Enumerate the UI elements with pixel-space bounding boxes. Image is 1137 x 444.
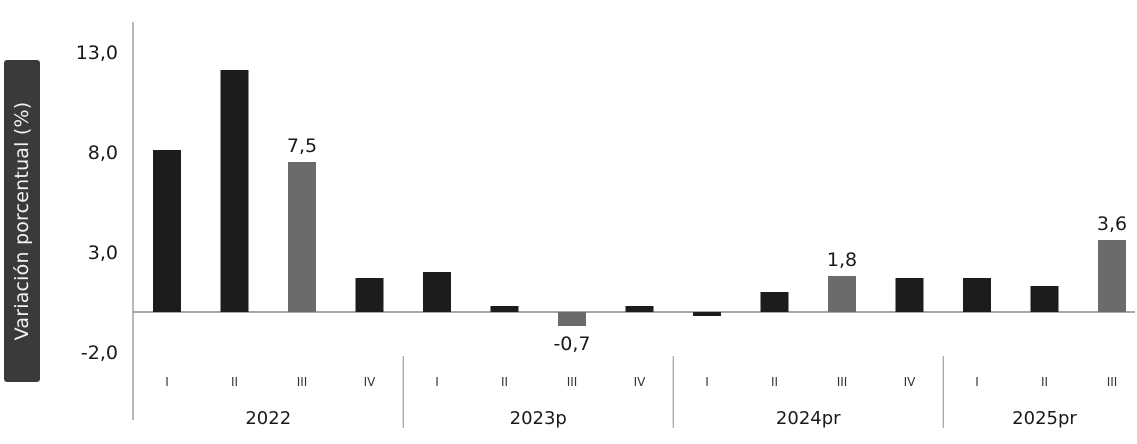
group-label: 2022 <box>245 408 291 429</box>
bar <box>153 150 181 312</box>
bar <box>963 278 991 312</box>
group-label: 2024pr <box>776 408 841 429</box>
bar <box>828 276 856 312</box>
y-axis-label-box <box>4 60 40 382</box>
bar <box>1098 240 1126 312</box>
bar <box>220 70 249 312</box>
x-tick-label: I <box>435 375 439 389</box>
x-tick-label: II <box>771 375 778 389</box>
x-tick-label: IV <box>634 375 647 389</box>
bar <box>760 292 789 312</box>
x-tick-label: II <box>1041 375 1048 389</box>
y-tick-label: 13,0 <box>76 42 118 64</box>
bar <box>288 162 316 312</box>
x-tick-label: I <box>705 375 709 389</box>
x-tick-label: IV <box>364 375 377 389</box>
x-tick-label: II <box>501 375 508 389</box>
bar <box>355 278 384 312</box>
bar <box>625 306 654 312</box>
x-tick-label: I <box>165 375 169 389</box>
y-tick-label: -2,0 <box>81 342 118 364</box>
x-tick-label: III <box>1107 375 1118 389</box>
bar <box>490 306 519 312</box>
bar <box>693 312 721 316</box>
data-label: -0,7 <box>553 333 590 355</box>
group-label: 2025pr <box>1012 408 1077 429</box>
bar <box>1030 286 1059 312</box>
x-tick-label: III <box>297 375 308 389</box>
data-label: 1,8 <box>827 249 857 271</box>
x-tick-label: II <box>231 375 238 389</box>
y-tick-label: 8,0 <box>88 142 118 164</box>
x-tick-label: III <box>567 375 578 389</box>
data-label: 3,6 <box>1097 213 1127 235</box>
x-tick-label: IV <box>904 375 917 389</box>
group-label: 2023p <box>510 408 567 429</box>
data-label: 7,5 <box>287 135 317 157</box>
y-axis-label: Variación porcentual (%) <box>11 101 33 341</box>
bar <box>895 278 924 312</box>
x-tick-label: III <box>837 375 848 389</box>
x-tick-label: I <box>975 375 979 389</box>
bar <box>558 312 586 326</box>
bar <box>423 272 451 312</box>
y-tick-label: 3,0 <box>88 242 118 264</box>
